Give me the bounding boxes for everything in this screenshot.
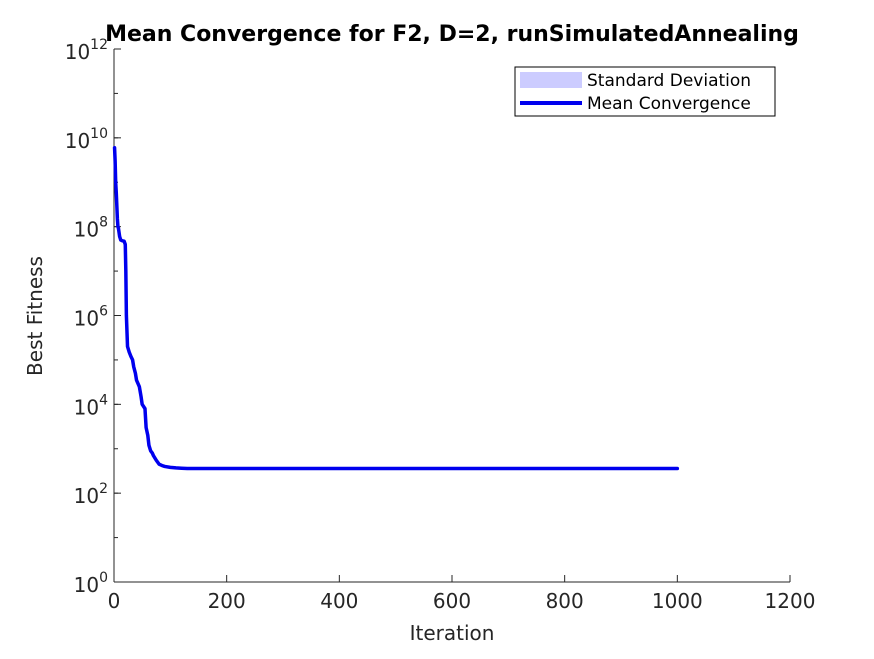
axes-group bbox=[114, 49, 790, 582]
y-tick-label: 100 bbox=[74, 570, 108, 597]
ticks-group: 0 200 400 600 800 1000 1200 100 102 104 106 108 1010… bbox=[65, 37, 816, 613]
x-tick-label: 600 bbox=[433, 589, 471, 613]
x-tick-label: 0 bbox=[108, 589, 121, 613]
legend: Standard Deviation Mean Convergence bbox=[515, 67, 775, 116]
y-tick-label: 102 bbox=[74, 481, 108, 508]
x-tick-label: 800 bbox=[546, 589, 584, 613]
series-group bbox=[114, 148, 677, 469]
legend-std-deviation-swatch bbox=[520, 72, 582, 88]
y-tick-label: 1010 bbox=[65, 126, 108, 153]
x-tick-label: 1200 bbox=[765, 589, 816, 613]
legend-std-deviation-label: Standard Deviation bbox=[587, 71, 751, 91]
y-tick-label: 1012 bbox=[65, 37, 108, 64]
y-tick-label: 108 bbox=[74, 215, 108, 242]
y-tick-label: 104 bbox=[74, 392, 108, 419]
x-axis-label: Iteration bbox=[410, 621, 495, 645]
series-line-mean-convergence bbox=[115, 148, 678, 469]
chart-title: Mean Convergence for F2, D=2, runSimulat… bbox=[105, 22, 799, 47]
x-tick-label: 400 bbox=[320, 589, 358, 613]
legend-mean-convergence-label: Mean Convergence bbox=[587, 94, 751, 114]
x-tick-label: 1000 bbox=[652, 589, 703, 613]
y-tick-label: 106 bbox=[74, 304, 108, 331]
y-axis-label: Best Fitness bbox=[23, 256, 47, 376]
x-tick-label: 200 bbox=[208, 589, 246, 613]
